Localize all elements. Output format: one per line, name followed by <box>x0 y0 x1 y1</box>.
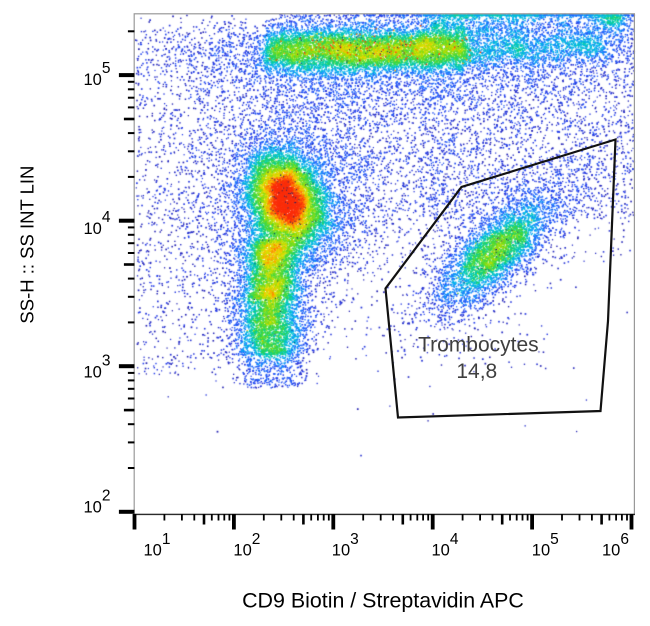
svg-text:102: 102 <box>233 531 260 560</box>
svg-text:103: 103 <box>84 353 111 382</box>
svg-text:CD9 Biotin / Streptavidin APC: CD9 Biotin / Streptavidin APC <box>242 589 524 613</box>
svg-text:106: 106 <box>602 531 629 560</box>
svg-text:104: 104 <box>84 209 111 238</box>
svg-text:101: 101 <box>144 531 171 560</box>
svg-text:14,8: 14,8 <box>456 360 497 383</box>
svg-text:102: 102 <box>84 488 111 517</box>
svg-text:104: 104 <box>432 531 459 560</box>
svg-text:SS-H :: SS INT LIN: SS-H :: SS INT LIN <box>17 166 38 324</box>
svg-text:103: 103 <box>332 531 359 560</box>
svg-text:Trombocytes: Trombocytes <box>418 334 539 357</box>
svg-text:105: 105 <box>84 60 111 89</box>
svg-text:105: 105 <box>532 531 559 560</box>
